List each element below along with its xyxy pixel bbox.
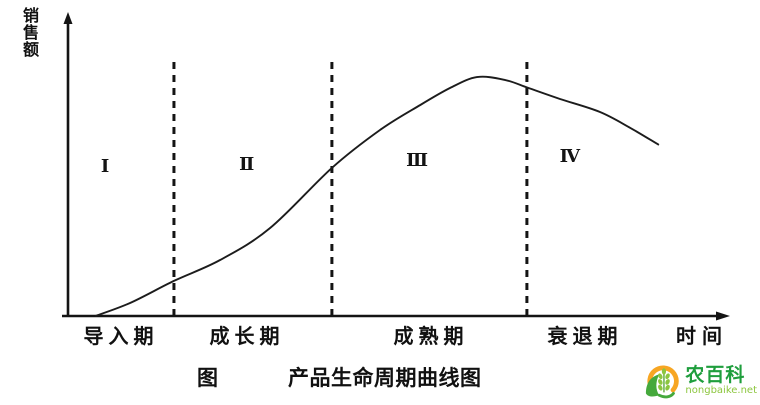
x-axis-arrowhead <box>716 311 730 321</box>
figure-caption-prefix: 图 <box>197 365 218 390</box>
x-axis-stage-maturity: 成熟期 <box>393 324 469 348</box>
nongbaike-logo-icon <box>646 365 680 399</box>
x-axis-stage-introduction: 导入期 <box>83 324 159 348</box>
figure-caption-title: 产品生命周期曲线图 <box>288 365 482 390</box>
lifecycle-curve-chart: Ⅰ Ⅱ Ⅲ Ⅳ <box>62 12 730 321</box>
x-axis-stage-growth: 成长期 <box>209 324 285 348</box>
x-axis-stage-decline: 衰退期 <box>547 324 623 348</box>
nongbaike-brand-text: 农百科 <box>685 364 746 386</box>
stage-numeral-3: Ⅲ <box>406 150 428 171</box>
nongbaike-domain-text: nongbaike.net <box>685 385 757 396</box>
x-axis-label-time: 时间 <box>676 324 728 348</box>
stage-numeral-1: Ⅰ <box>101 156 109 177</box>
nongbaike-watermark: 农百科 nongbaike.net <box>644 360 757 402</box>
y-axis-label: 销售额 <box>20 7 39 58</box>
stage-numeral-2: Ⅱ <box>239 154 254 175</box>
y-axis-arrowhead <box>63 12 73 24</box>
stage-numeral-4: Ⅳ <box>560 146 581 167</box>
sales-lifecycle-curve <box>94 75 660 317</box>
